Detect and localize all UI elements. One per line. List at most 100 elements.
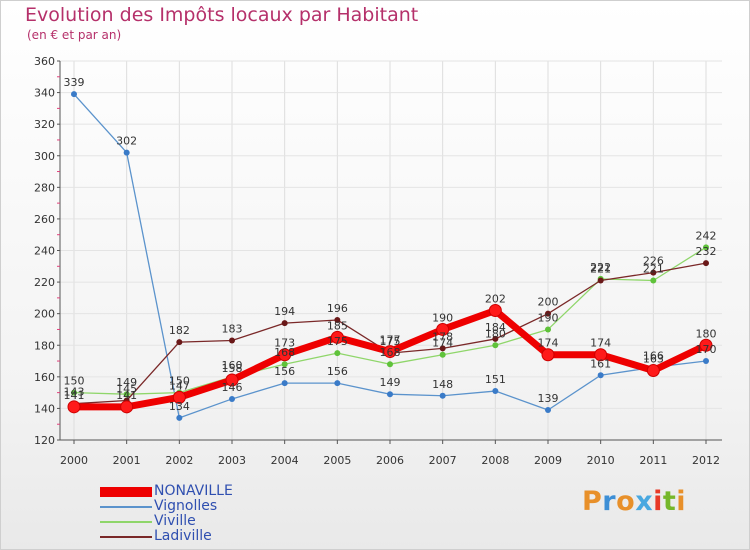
data-point <box>594 348 608 362</box>
data-label: 196 <box>327 302 348 315</box>
legend: NONAVILLE Vignolles Viville Ladiville <box>100 484 233 544</box>
data-point <box>545 310 551 317</box>
legend-swatch <box>100 535 152 538</box>
y-tick-label: 120 <box>34 434 55 447</box>
data-label: 183 <box>222 323 243 336</box>
legend-item-vignolles: Vignolles <box>100 499 233 514</box>
x-tick-label: 2002 <box>165 454 193 467</box>
data-label: 147 <box>169 379 190 392</box>
data-label: 242 <box>696 229 717 242</box>
logo-letter: r <box>602 486 617 517</box>
data-label: 190 <box>432 311 453 324</box>
data-label: 194 <box>274 305 295 318</box>
data-point <box>334 350 341 357</box>
data-label: 150 <box>64 375 85 388</box>
x-tick-label: 2008 <box>481 454 509 467</box>
y-tick-label: 200 <box>34 308 55 321</box>
data-point <box>172 390 186 404</box>
logo-letter: i <box>653 486 663 517</box>
logo-letter: t <box>662 486 677 517</box>
x-tick-label: 2001 <box>113 454 141 467</box>
data-point <box>281 320 288 327</box>
data-label: 174 <box>432 337 453 350</box>
chart-subtitle: (en € et par an) <box>27 28 122 42</box>
legend-item-nonaville: NONAVILLE <box>100 484 233 499</box>
data-label: 177 <box>380 334 401 347</box>
data-label: 160 <box>222 359 243 372</box>
y-tick-label: 140 <box>34 402 55 415</box>
x-tick-label: 2003 <box>218 454 246 467</box>
data-label: 302 <box>116 135 137 148</box>
data-point <box>492 388 499 395</box>
data-point <box>703 260 709 267</box>
legend-swatch <box>100 486 152 497</box>
data-point <box>176 414 183 421</box>
data-label: 143 <box>64 386 85 399</box>
data-label: 221 <box>590 263 611 276</box>
data-label: 156 <box>327 365 348 378</box>
data-label: 173 <box>274 337 295 350</box>
data-point <box>650 269 657 276</box>
data-label: 170 <box>696 343 717 356</box>
legend-item-ladiville: Ladiville <box>100 529 233 544</box>
legend-label: NONAVILLE <box>154 483 233 499</box>
data-label: 178 <box>432 330 453 343</box>
data-point <box>120 400 134 414</box>
legend-item-viville: Viville <box>100 514 233 529</box>
y-tick-label: 220 <box>34 276 55 289</box>
data-point <box>436 322 450 336</box>
data-point <box>281 380 288 387</box>
x-tick-label: 2010 <box>587 454 615 467</box>
data-point <box>225 373 239 387</box>
data-point <box>703 358 709 365</box>
data-label: 175 <box>380 335 401 348</box>
data-label: 156 <box>274 365 295 378</box>
data-label: 141 <box>116 389 137 402</box>
data-label: 339 <box>64 76 85 89</box>
data-label: 149 <box>116 376 137 389</box>
data-label: 180 <box>696 327 717 340</box>
data-point <box>383 345 397 359</box>
data-point <box>71 91 77 98</box>
data-point <box>439 345 446 352</box>
data-point <box>646 364 660 378</box>
data-label: 139 <box>538 392 559 405</box>
y-tick-label: 180 <box>34 339 55 352</box>
data-label: 200 <box>538 296 559 309</box>
data-label: 161 <box>590 357 611 370</box>
x-tick-label: 2004 <box>271 454 299 467</box>
logo-letter: i <box>676 486 687 517</box>
legend-swatch <box>100 520 152 523</box>
data-label: 166 <box>643 349 664 362</box>
data-label: 174 <box>590 337 611 350</box>
y-tick-label: 320 <box>34 118 55 131</box>
data-label: 190 <box>538 311 559 324</box>
data-label: 141 <box>64 389 85 402</box>
legend-label: Vignolles <box>154 498 218 514</box>
data-point <box>281 361 288 368</box>
x-tick-label: 2006 <box>376 454 404 467</box>
y-tick-label: 160 <box>34 371 55 384</box>
y-tick-label: 360 <box>34 55 55 68</box>
data-point <box>488 304 502 318</box>
data-point <box>229 395 235 402</box>
data-point <box>123 391 130 398</box>
logo-letter: x <box>635 486 654 517</box>
data-point <box>492 335 499 342</box>
data-point <box>67 400 81 414</box>
data-point <box>176 339 183 346</box>
data-label: 146 <box>222 381 243 394</box>
data-point <box>703 244 709 251</box>
data-point <box>597 277 604 284</box>
legend-label: Viville <box>154 513 196 529</box>
data-point <box>597 372 604 379</box>
data-label: 184 <box>485 321 506 334</box>
data-point <box>650 277 657 284</box>
data-point <box>492 342 499 349</box>
legend-label: Ladiville <box>154 528 212 544</box>
data-point <box>699 338 713 352</box>
data-label: 182 <box>169 324 190 337</box>
data-label: 202 <box>485 293 506 306</box>
data-point <box>229 337 235 344</box>
